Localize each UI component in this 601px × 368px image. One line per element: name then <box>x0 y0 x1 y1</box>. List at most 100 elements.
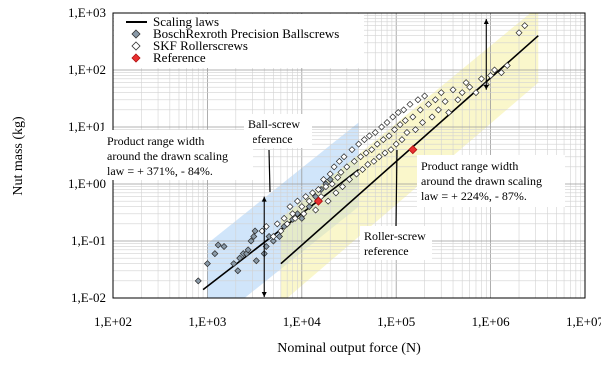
annotation-ballscrew-reference-line: Ball-screw <box>248 117 300 131</box>
rollerscrew-point <box>340 153 348 161</box>
rollerscrew-point <box>441 98 449 106</box>
rollerscrew-point <box>458 89 466 97</box>
ballscrew-point <box>194 277 202 285</box>
rollerscrew-point <box>403 129 411 137</box>
x-tick-label: 1,E+02 <box>94 314 132 329</box>
rollerscrew-point <box>365 132 373 140</box>
rollerscrew-point <box>425 100 433 108</box>
rollerscrew-point <box>364 160 372 168</box>
annotation-rollerscrew-reference-line: Roller-screw <box>364 229 426 243</box>
rollerscrew-point <box>277 227 285 235</box>
range-band <box>280 13 539 298</box>
rollerscrew-point <box>391 126 399 134</box>
y-tick-label: 1,E-01 <box>71 233 106 248</box>
rollerscrew-point <box>302 193 310 201</box>
ballscrew-point <box>269 237 277 245</box>
rollerscrew-point <box>335 157 343 165</box>
rollerscrew-point <box>379 136 387 144</box>
ballscrew-point <box>234 267 242 275</box>
rollerscrew-point <box>400 106 408 114</box>
rollerscrew-point <box>521 22 529 30</box>
rollerscrew-point <box>414 96 422 104</box>
x-tick-labels: 1,E+02 1,E+03 1,E+04 1,E+05 1,E+06 1,E+07 <box>94 314 601 329</box>
annotation-ballscrew-range-line: Product range width <box>107 134 204 148</box>
rollerscrew-point <box>431 96 439 104</box>
y-tick-label: 1,E+00 <box>68 176 106 191</box>
rollerscrew-point <box>343 163 351 171</box>
rollerscrew-point <box>280 214 288 222</box>
x-axis-label: Nominal output force (N) <box>277 341 421 356</box>
rollerscrew-point <box>293 197 301 205</box>
rollerscrew-point <box>353 170 361 178</box>
rollerscrew-point <box>497 69 505 77</box>
legend-marker-ballscrews <box>131 29 141 39</box>
rollerscrew-point <box>466 83 474 91</box>
rollerscrew-point <box>320 175 328 183</box>
ballscrew-point <box>275 232 283 240</box>
ballscrew-point <box>326 175 334 183</box>
rollerscrew-point <box>273 220 281 228</box>
rollerscrew-point <box>503 61 511 69</box>
rollerscrew-point <box>370 157 378 165</box>
legend-box <box>114 14 364 68</box>
rollerscrew-point <box>324 197 332 205</box>
rollerscrew-point <box>385 132 393 140</box>
rollerscrew-point <box>477 75 485 83</box>
x-tick-label: 1,E+03 <box>188 314 226 329</box>
y-tick-labels: 1,E-02 1,E-01 1,E+00 1,E+01 1,E+02 1,E+03 <box>68 5 106 305</box>
x-tick-label: 1,E+06 <box>472 314 511 329</box>
rollerscrew-point <box>286 203 294 211</box>
rollerscrew-point <box>375 153 383 161</box>
rollerscrew-point <box>411 126 419 134</box>
annotation-ballscrew-range-line: law = + 371%, - 84%. <box>107 164 213 178</box>
rollerscrew-point <box>326 170 334 178</box>
legend: Scaling laws BoschRexroth Precision Ball… <box>114 14 364 68</box>
rollerscrew-point <box>428 113 436 121</box>
ballscrew-point <box>251 227 259 235</box>
rollerscrew-point <box>309 189 317 197</box>
rollerscrew-point <box>348 146 356 154</box>
annotation-rollerscrew-range-line: law = + 224%, - 87%. <box>421 189 527 203</box>
rollerscrew-point <box>378 123 386 131</box>
legend-marker-rollerscrews <box>131 41 141 51</box>
rollerscrew-point <box>409 113 417 121</box>
rollerscrew-point <box>298 203 306 211</box>
range-arrow-head <box>261 292 267 297</box>
rollerscrew-point <box>421 92 429 100</box>
range-arrow-head <box>483 84 489 90</box>
rollerscrew-point <box>269 232 277 240</box>
rollerscrew-point <box>300 210 308 218</box>
rollerscrew-point <box>373 140 381 148</box>
legend-label-scaling-laws: Scaling laws <box>153 14 219 29</box>
ballscrew-point <box>298 214 306 222</box>
ballscrew-point <box>230 260 238 268</box>
rollerscrew-point <box>322 183 330 191</box>
legend-label-ballscrews: BoschRexroth Precision Ballscrews <box>153 26 339 41</box>
ballscrew-point <box>293 210 301 218</box>
x-tick-label: 1,E+04 <box>283 314 322 329</box>
rollerscrew-point <box>368 146 376 154</box>
ballscrew-point <box>247 237 255 245</box>
rollerscrew-point <box>449 86 457 94</box>
rollerscrew-point <box>328 180 336 188</box>
ballscrew-point <box>203 260 211 268</box>
rollerscrew-point <box>383 118 391 126</box>
rollerscrew-point <box>355 140 363 148</box>
rollerscrew-point <box>392 140 400 148</box>
annotation-rollerscrew-reference: Roller-screw reference <box>364 229 429 258</box>
rollerscrew-point <box>362 149 370 157</box>
rollerscrew-point <box>339 183 347 191</box>
reference-point <box>408 145 418 155</box>
rollerscrew-point <box>314 186 322 194</box>
annotation-rollerscrew-range-line: Product range width <box>421 159 518 173</box>
rollerscrew-point <box>289 210 297 218</box>
rollerscrew-point <box>283 220 291 228</box>
rollerscrew-point <box>332 189 340 197</box>
rollerscrew-point <box>359 165 367 173</box>
rollerscrew-point <box>389 113 397 121</box>
x-tick-label: 1,E+05 <box>377 314 415 329</box>
leader-rollerscrew-reference <box>395 149 398 227</box>
y-axis-label: Nut mass (kg) <box>11 116 26 196</box>
y-tick-label: 1,E+03 <box>68 5 106 20</box>
